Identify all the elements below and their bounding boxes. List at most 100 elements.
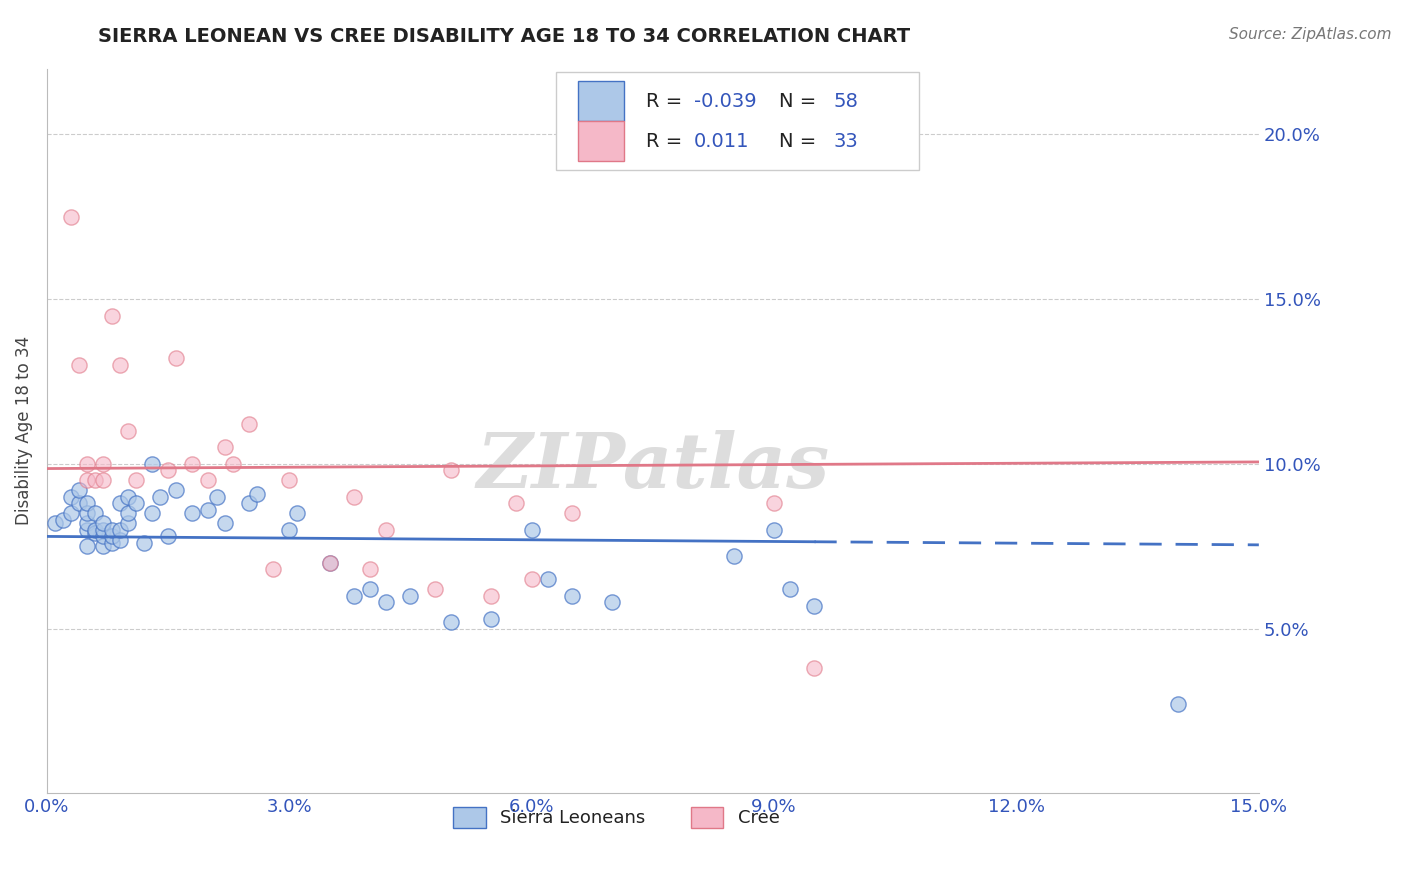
Point	[52, 513, 75, 527]
Point	[93, 539, 115, 553]
Point	[214, 516, 236, 531]
Point	[181, 506, 204, 520]
Point	[67, 483, 90, 498]
Point	[318, 556, 340, 570]
Point	[76, 523, 98, 537]
Point	[149, 490, 172, 504]
Point	[93, 474, 115, 488]
Text: 0.011: 0.011	[695, 131, 749, 151]
Point	[44, 516, 66, 531]
Point	[561, 506, 583, 520]
Point	[157, 529, 180, 543]
Point	[76, 457, 98, 471]
FancyBboxPatch shape	[555, 72, 920, 170]
Text: -0.039: -0.039	[695, 92, 756, 111]
Point	[440, 463, 463, 477]
Point	[763, 523, 786, 537]
Point	[763, 496, 786, 510]
Point	[60, 210, 83, 224]
Point	[100, 523, 122, 537]
Point	[100, 536, 122, 550]
Point	[197, 503, 219, 517]
Point	[423, 582, 446, 596]
Point	[222, 457, 245, 471]
Point	[76, 474, 98, 488]
Point	[537, 572, 560, 586]
Point	[318, 556, 340, 570]
Point	[76, 516, 98, 531]
Point	[60, 490, 83, 504]
Point	[67, 496, 90, 510]
Point	[399, 589, 422, 603]
Text: N =: N =	[779, 131, 823, 151]
Point	[165, 351, 187, 366]
Point	[93, 516, 115, 531]
Point	[84, 506, 107, 520]
Point	[359, 562, 381, 576]
Text: ZIPatlas: ZIPatlas	[477, 430, 830, 504]
Point	[278, 474, 301, 488]
Point	[375, 523, 398, 537]
Point	[125, 474, 148, 488]
Point	[505, 496, 527, 510]
Point	[803, 661, 825, 675]
Point	[108, 533, 131, 547]
Y-axis label: Disability Age 18 to 34: Disability Age 18 to 34	[15, 336, 32, 525]
Point	[238, 496, 260, 510]
Point	[76, 506, 98, 520]
Point	[602, 595, 624, 609]
Point	[76, 496, 98, 510]
Point	[723, 128, 745, 142]
Point	[479, 612, 502, 626]
Point	[165, 483, 187, 498]
Point	[197, 474, 219, 488]
Point	[343, 589, 366, 603]
Point	[108, 523, 131, 537]
Point	[479, 589, 502, 603]
Point	[561, 589, 583, 603]
Point	[141, 457, 163, 471]
Point	[108, 496, 131, 510]
Point	[60, 506, 83, 520]
Point	[157, 463, 180, 477]
Point	[375, 595, 398, 609]
Point	[84, 526, 107, 541]
Point	[205, 490, 228, 504]
Point	[285, 506, 308, 520]
Point	[100, 529, 122, 543]
Point	[117, 516, 139, 531]
Point	[141, 506, 163, 520]
Text: R =: R =	[645, 131, 688, 151]
Text: 58: 58	[834, 92, 858, 111]
Point	[238, 417, 260, 432]
Point	[214, 441, 236, 455]
Point	[117, 424, 139, 438]
Point	[108, 358, 131, 372]
Point	[520, 523, 543, 537]
Point	[723, 549, 745, 563]
Point	[93, 529, 115, 543]
Point	[84, 474, 107, 488]
Point	[520, 572, 543, 586]
Point	[803, 599, 825, 613]
Text: 33: 33	[834, 131, 858, 151]
Point	[1167, 698, 1189, 712]
Point	[343, 490, 366, 504]
Point	[779, 582, 801, 596]
Point	[359, 582, 381, 596]
Point	[440, 615, 463, 629]
Point	[67, 358, 90, 372]
Point	[246, 486, 269, 500]
Point	[132, 536, 155, 550]
Point	[117, 490, 139, 504]
Point	[278, 523, 301, 537]
Text: SIERRA LEONEAN VS CREE DISABILITY AGE 18 TO 34 CORRELATION CHART: SIERRA LEONEAN VS CREE DISABILITY AGE 18…	[98, 27, 911, 45]
Point	[84, 523, 107, 537]
Point	[100, 309, 122, 323]
Bar	[578, 121, 624, 161]
Text: N =: N =	[779, 92, 823, 111]
Legend: Sierra Leoneans, Cree: Sierra Leoneans, Cree	[446, 800, 787, 835]
Point	[181, 457, 204, 471]
Point	[117, 506, 139, 520]
Point	[93, 457, 115, 471]
